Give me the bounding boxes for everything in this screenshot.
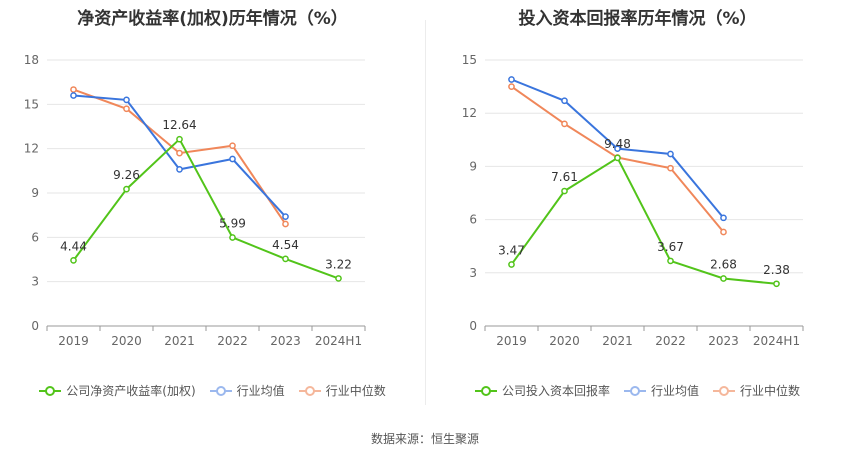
legend-item-company[interactable]: 公司净资产收益率(加权) <box>39 382 196 399</box>
data-point-company[interactable] <box>614 154 621 162</box>
data-point-avg[interactable] <box>176 166 183 173</box>
data-point-company[interactable] <box>176 135 183 143</box>
data-point-avg[interactable] <box>720 214 727 222</box>
y-tick-label: 9 <box>31 186 39 200</box>
y-tick-label: 15 <box>462 53 477 67</box>
roe-chart-legend: 公司净资产收益率(加权) 行业均值 行业中位数 <box>0 382 425 399</box>
roic-chart-panel: 投入资本回报率历年情况（%） 0 3 6 9 12 15 2019 2020 2021 2022 2… <box>425 0 850 420</box>
data-point-company[interactable] <box>508 261 515 268</box>
legend-avg-label: 行业均值 <box>236 384 285 398</box>
data-point-company[interactable] <box>773 280 780 288</box>
y-tick-label: 15 <box>24 97 39 111</box>
legend-item-company[interactable]: 公司投入资本回报率 <box>474 382 610 399</box>
data-label: 3.22 <box>325 257 352 271</box>
data-point-avg[interactable] <box>123 96 130 104</box>
data-point-avg[interactable] <box>70 92 77 99</box>
data-point-median[interactable] <box>282 220 289 228</box>
legend-item-avg[interactable]: 行业均值 <box>209 382 285 399</box>
data-source-note: 数据来源：恒生聚源 <box>370 432 479 446</box>
data-label: 2.68 <box>710 257 737 271</box>
y-tick-label: 12 <box>462 106 477 120</box>
y-tick-label: 0 <box>31 319 39 333</box>
data-point-avg[interactable] <box>614 145 621 153</box>
legend-company-label: 公司投入资本回报率 <box>501 384 610 398</box>
data-point-avg[interactable] <box>561 97 568 105</box>
y-tick-label: 18 <box>24 53 39 67</box>
data-point-company[interactable] <box>70 257 77 264</box>
legend-item-avg[interactable]: 行业均值 <box>623 382 699 399</box>
legend-median-marker <box>713 385 735 396</box>
y-tick-label: 9 <box>469 159 477 173</box>
data-point-company[interactable] <box>667 257 674 265</box>
data-point-median[interactable] <box>123 105 130 113</box>
data-point-median[interactable] <box>229 142 236 150</box>
legend-item-median[interactable]: 行业中位数 <box>713 382 800 399</box>
data-point-median[interactable] <box>561 120 568 128</box>
series-line-median <box>73 88 287 225</box>
legend-company-marker <box>474 385 497 396</box>
data-point-company[interactable] <box>282 255 289 263</box>
roe-chart-panel: 净资产收益率(加权)历年情况（%） 0 3 6 9 12 15 18 2019 2020 2021… <box>0 0 425 420</box>
roic-chart-legend: 公司投入资本回报率 行业均值 行业中位数 <box>425 382 850 399</box>
data-point-median[interactable] <box>667 164 674 172</box>
x-tick-label: 2022 <box>217 334 248 348</box>
data-label: 3.67 <box>657 240 684 254</box>
data-point-avg[interactable] <box>229 155 236 163</box>
y-tick-label: 3 <box>469 266 477 280</box>
data-point-company[interactable] <box>229 234 236 241</box>
x-tick-label: 2023 <box>708 334 739 348</box>
legend-avg-marker <box>209 385 232 396</box>
series-line-company <box>510 156 777 285</box>
x-tick-label: 2024H1 <box>315 334 362 348</box>
roic-chart-plot: 0 3 6 9 12 15 2019 2020 2021 2022 2023 2024H1 3.47 7.… <box>462 53 804 348</box>
legend-median-marker <box>298 385 321 396</box>
data-label: 7.61 <box>551 170 578 184</box>
data-point-median[interactable] <box>508 83 515 90</box>
roe-chart-plot: 0 3 6 9 12 15 18 2019 2020 2021 2022 2023 2024H1 4.44… <box>24 53 366 348</box>
y-tick-label: 6 <box>469 213 477 227</box>
roic-chart-title: 投入资本回报率历年情况（%） <box>518 9 757 29</box>
data-point-company[interactable] <box>720 275 727 282</box>
legend-avg-label: 行业均值 <box>650 384 699 398</box>
x-tick-label: 2020 <box>549 334 580 348</box>
y-tick-label: 3 <box>31 275 39 289</box>
y-tick-label: 12 <box>24 142 39 156</box>
series-line-company <box>72 137 339 280</box>
data-label: 4.44 <box>60 239 87 253</box>
data-point-median[interactable] <box>720 228 727 236</box>
x-tick-label: 2022 <box>655 334 686 348</box>
x-tick-label: 2021 <box>602 334 633 348</box>
data-label: 9.48 <box>604 137 631 151</box>
data-label: 9.26 <box>113 168 140 182</box>
data-point-median[interactable] <box>70 86 77 93</box>
data-label: 4.54 <box>272 238 299 252</box>
data-point-median[interactable] <box>176 149 183 157</box>
x-tick-label: 2019 <box>58 334 89 348</box>
panel-divider <box>425 20 426 405</box>
y-tick-label: 0 <box>469 319 477 333</box>
data-label: 12.64 <box>162 118 196 132</box>
y-tick-label: 6 <box>31 230 39 244</box>
x-tick-label: 2023 <box>270 334 301 348</box>
data-point-company[interactable] <box>561 187 568 195</box>
x-tick-label: 2024H1 <box>753 334 800 348</box>
data-point-avg[interactable] <box>667 150 674 158</box>
legend-company-marker <box>39 385 62 396</box>
data-point-company[interactable] <box>123 185 130 193</box>
data-point-avg[interactable] <box>508 76 515 83</box>
x-tick-label: 2021 <box>164 334 195 348</box>
legend-item-median[interactable]: 行业中位数 <box>298 382 386 399</box>
data-point-company[interactable] <box>335 275 342 282</box>
legend-avg-marker <box>623 385 646 396</box>
x-tick-label: 2020 <box>111 334 142 348</box>
x-tick-label: 2019 <box>496 334 527 348</box>
data-label: 5.99 <box>219 216 246 230</box>
legend-company-label: 公司净资产收益率(加权) <box>66 384 196 398</box>
legend-median-label: 行业中位数 <box>325 384 386 398</box>
legend-median-label: 行业中位数 <box>740 384 801 398</box>
data-label: 2.38 <box>763 263 790 277</box>
data-point-avg[interactable] <box>282 213 289 220</box>
data-label: 3.47 <box>498 243 525 257</box>
roe-chart-title: 净资产收益率(加权)历年情况（%） <box>77 9 348 29</box>
